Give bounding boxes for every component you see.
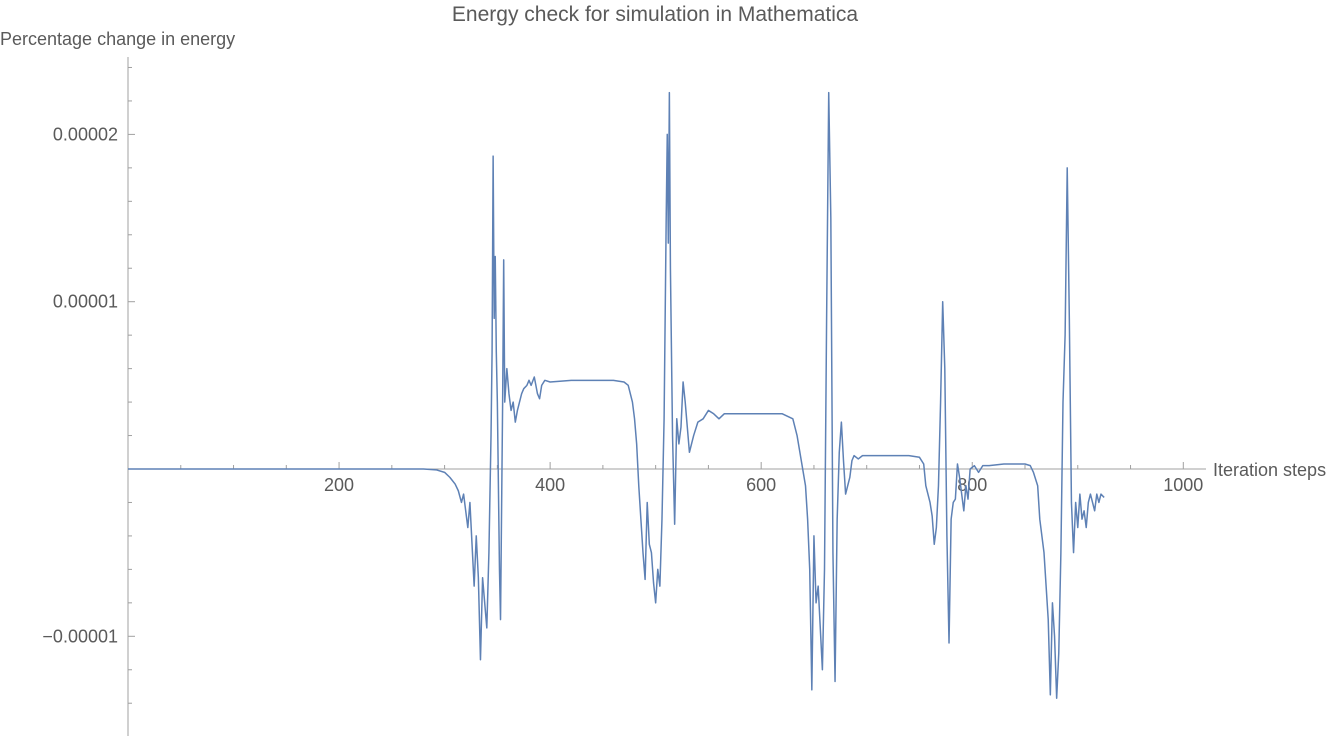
chart-title: Energy check for simulation in Mathemati… — [452, 3, 858, 26]
x-tick-label: 800 — [957, 475, 987, 495]
y-tick-label: 0.00001 — [53, 292, 118, 312]
y-tick-label: −0.00001 — [42, 626, 118, 646]
y-tick-label: 0.00002 — [53, 124, 118, 144]
x-tick-label: 400 — [535, 475, 565, 495]
x-tick-label: 1000 — [1163, 475, 1203, 495]
x-tick-label: 600 — [746, 475, 776, 495]
ticks-layer: 200 400 600 800 1000 0.00002 0.00001 −0.00001 — [42, 66, 1203, 704]
x-tick-label: 200 — [324, 475, 354, 495]
x-axis-label: Iteration steps — [1213, 460, 1326, 480]
series-layer — [128, 91, 1105, 699]
y-axis-label: Percentage change in energy — [0, 29, 235, 49]
series-line-0 — [128, 91, 1105, 699]
